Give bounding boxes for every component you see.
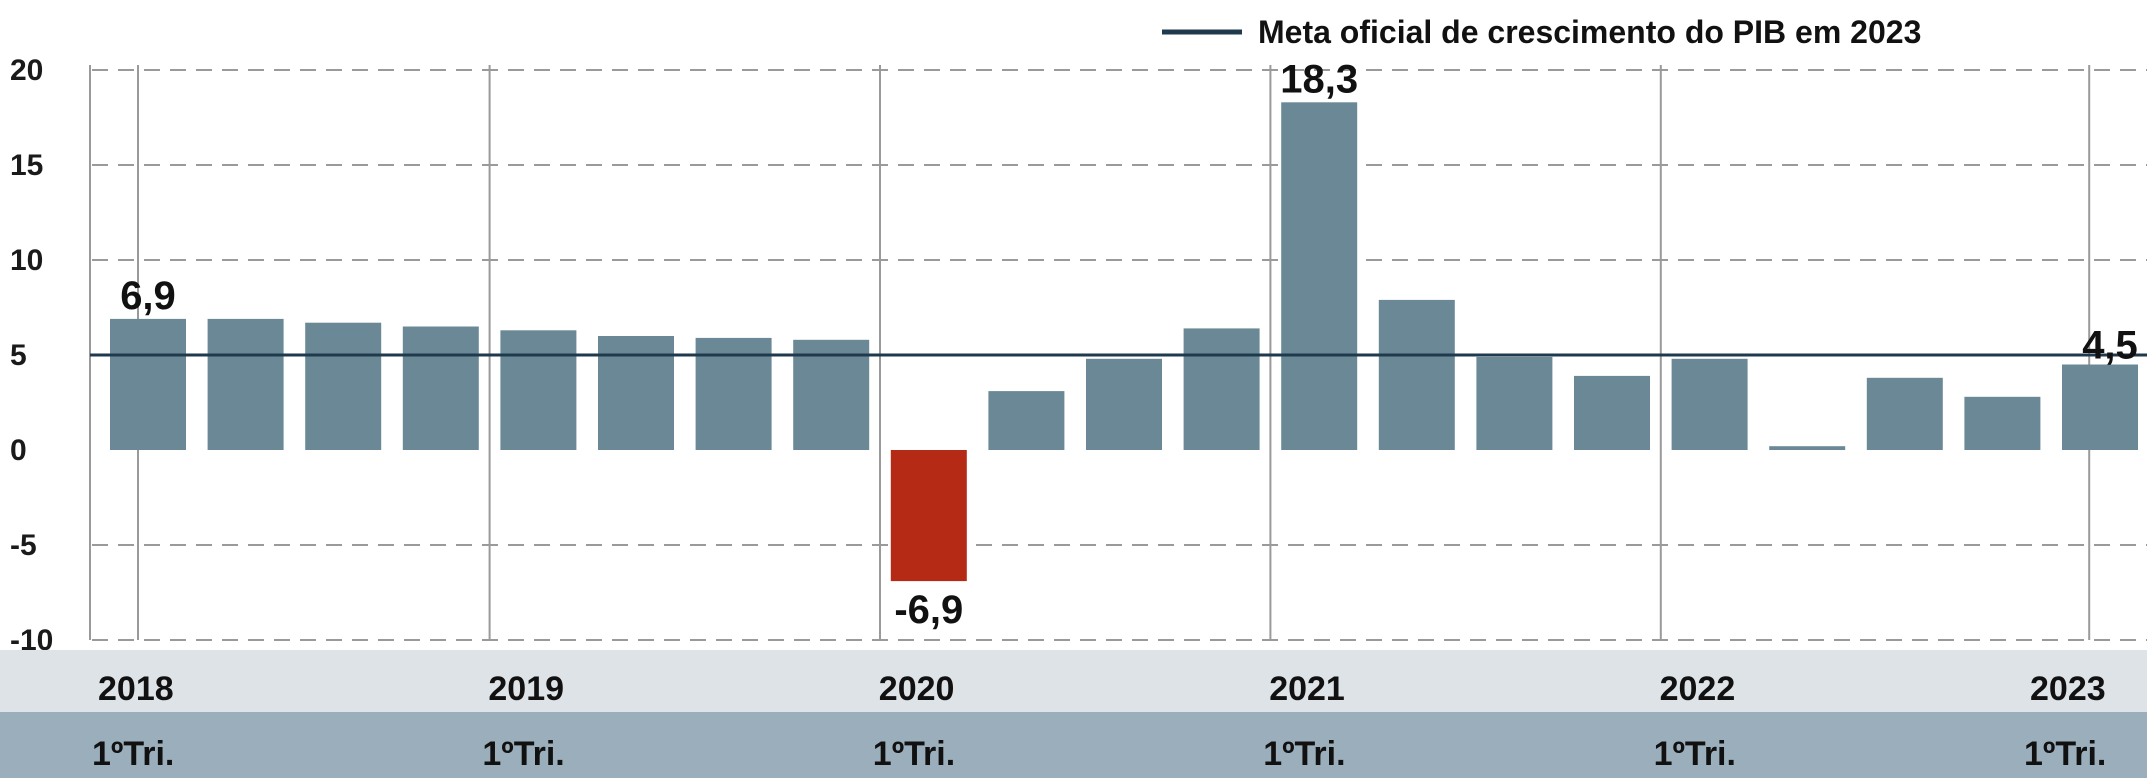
y-tick-label: 0	[10, 434, 27, 467]
bar	[1964, 396, 2041, 450]
year-band	[0, 650, 2147, 712]
y-tick-label: 15	[10, 149, 43, 182]
legend-label: Meta oficial de crescimento do PIB em 20…	[1258, 14, 1921, 50]
year-label: 2018	[98, 670, 174, 708]
bar	[1671, 358, 1748, 450]
year-label: 2022	[1660, 670, 1736, 708]
quarter-label: 1ºTri.	[482, 735, 564, 773]
quarter-label: 1ºTri.	[92, 735, 174, 773]
data-label: 6,9	[120, 274, 176, 318]
y-tick-label: -5	[10, 529, 37, 562]
quarter-label: 1ºTri.	[873, 735, 955, 773]
bar	[793, 339, 870, 450]
data-label: -6,9	[894, 588, 963, 632]
bar	[207, 318, 284, 450]
bar	[305, 322, 382, 450]
y-tick-label: 5	[10, 339, 27, 372]
bar	[1086, 358, 1162, 450]
data-label: 4,5	[2082, 324, 2138, 368]
bar	[695, 337, 772, 450]
year-label: 2019	[488, 670, 564, 708]
bar	[890, 450, 967, 582]
bar	[1574, 375, 1650, 450]
bar	[2062, 364, 2138, 450]
data-labels: 6,9 -6,9 18,3 4,5	[120, 57, 2138, 632]
bar	[1378, 299, 1455, 450]
bar	[988, 391, 1065, 450]
quarter-band	[0, 712, 2147, 778]
bar	[1183, 328, 1260, 450]
bar	[1476, 356, 1553, 450]
bar	[1769, 446, 1846, 450]
year-label: 2020	[879, 670, 955, 708]
legend: Meta oficial de crescimento do PIB em 20…	[1162, 14, 1921, 50]
quarter-label: 1ºTri.	[2024, 735, 2106, 773]
quarter-label: 1ºTri.	[1263, 735, 1345, 773]
year-label: 2021	[1269, 670, 1345, 708]
bars	[110, 102, 2138, 582]
bar	[1866, 377, 1943, 450]
bar	[110, 318, 186, 450]
bar	[1281, 102, 1358, 451]
bar	[402, 326, 479, 450]
data-label: 18,3	[1280, 57, 1358, 101]
y-tick-label: 10	[10, 244, 43, 277]
bar	[598, 336, 674, 450]
quarter-label: 1ºTri.	[1654, 735, 1736, 773]
x-axis-bands: 2018 1ºTri. 2019 1ºTri. 2020 1ºTri. 2021 1ºTri.…	[0, 650, 2147, 778]
y-tick-label: 20	[10, 54, 43, 87]
year-label: 2023	[2030, 670, 2106, 708]
gridlines	[89, 65, 2147, 641]
bar	[500, 330, 577, 450]
